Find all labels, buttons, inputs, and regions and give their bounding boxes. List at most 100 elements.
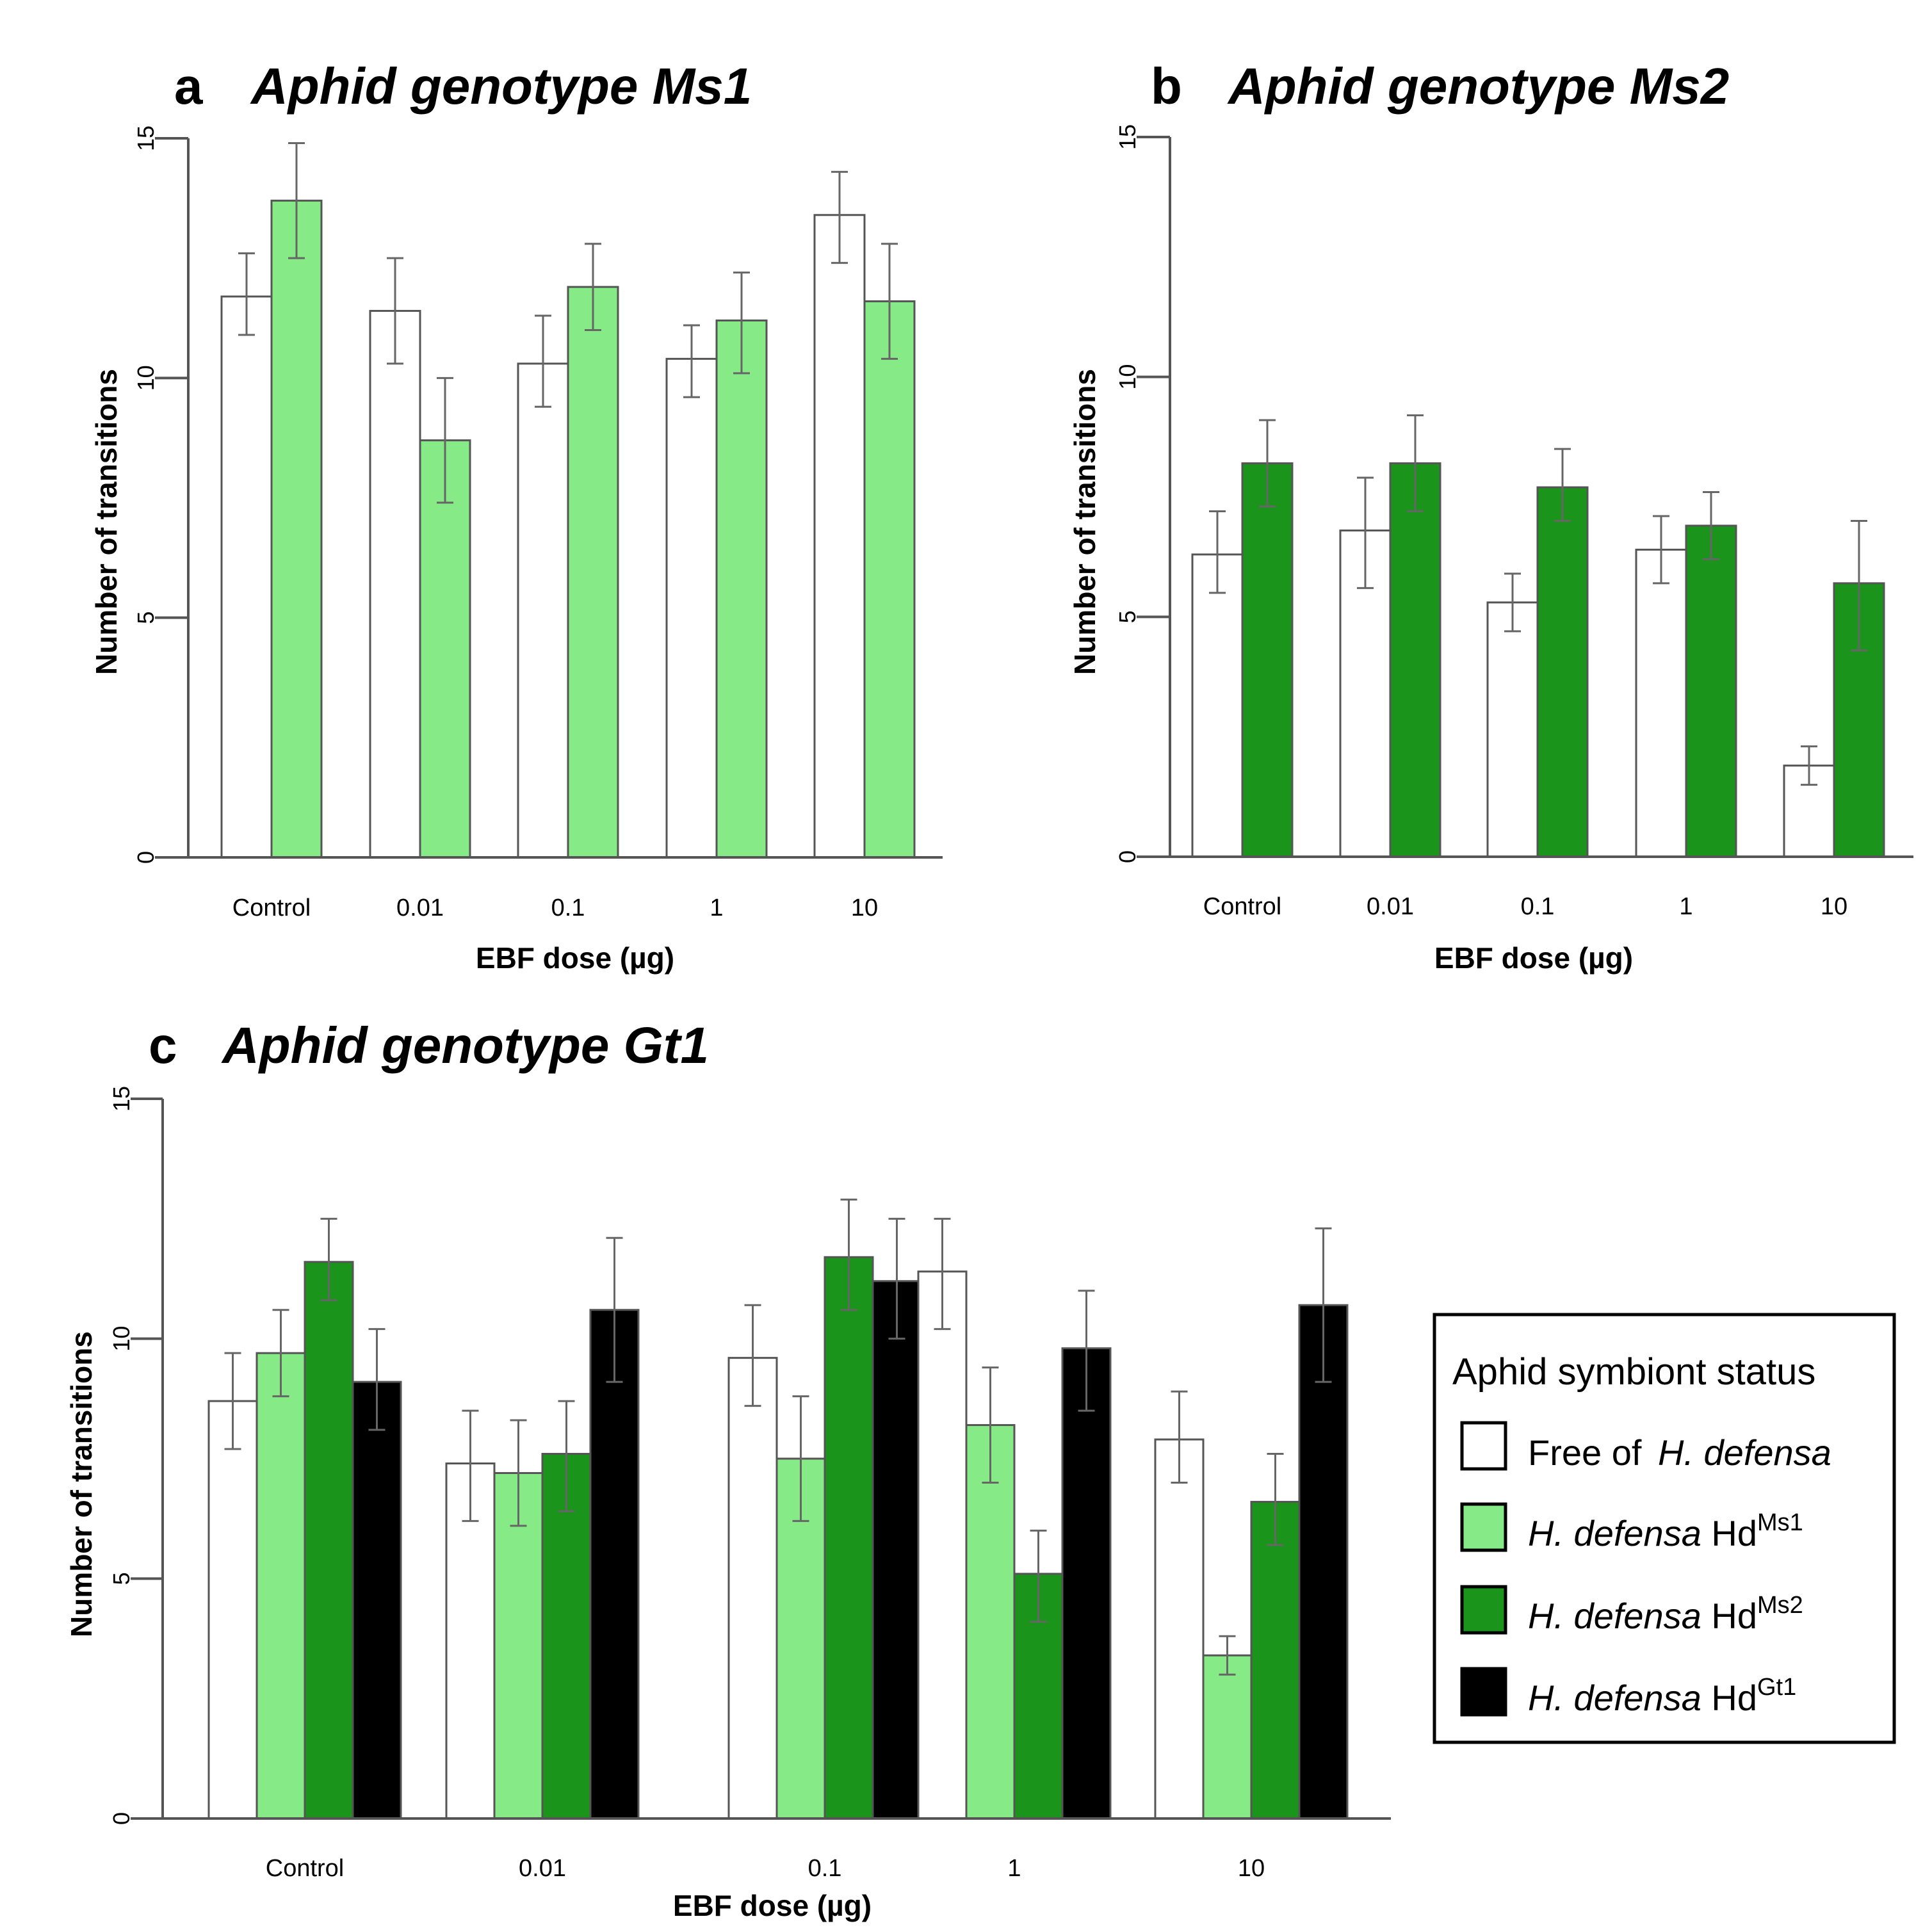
panel-a-x-tick-label-4: 10 bbox=[851, 895, 878, 921]
panel-b-error-bar-free-0 bbox=[1209, 510, 1226, 594]
panel-b-axes: 0 5 10 15 Control 0.01 0.1 1 10 bbox=[1114, 124, 1913, 920]
panel-a-error-bar-ms1-2 bbox=[585, 243, 601, 331]
legend-gt1-suffix: Hd bbox=[1701, 1678, 1757, 1718]
panel-b-bar-ms2-1 bbox=[1389, 462, 1441, 858]
panel-c-y-tick-label: 10 bbox=[108, 1326, 134, 1352]
panel-c-bar-ms2-4 bbox=[1250, 1500, 1301, 1820]
panel-c-error-bar-gt1-0 bbox=[368, 1328, 386, 1431]
legend-label-ms1: H. defensa HdMs1 bbox=[1528, 1509, 1803, 1553]
legend-swatch-ms1 bbox=[1460, 1502, 1507, 1552]
panel-b-error-bar-ms2-4 bbox=[1851, 519, 1867, 652]
panel-c-bar-ms1-4 bbox=[1202, 1654, 1253, 1820]
panel-c-x-tick-label-2: 0.1 bbox=[808, 1855, 842, 1882]
panel-b-x-tick-label-4: 10 bbox=[1821, 893, 1847, 920]
panel-a-x-axis-title: EBF dose (µg) bbox=[476, 941, 674, 975]
panel-c-error-bar-ms2-4 bbox=[1267, 1453, 1284, 1546]
panel-c-error-bar-ms2-3 bbox=[1030, 1529, 1047, 1623]
legend-title: Aphid symbiont status bbox=[1452, 1351, 1815, 1393]
panel-a-title: Aphid genotype Ms1 bbox=[250, 58, 752, 115]
panel-c-bar-ms2-2 bbox=[824, 1256, 874, 1820]
panel-a-error-bar-ms1-3 bbox=[733, 271, 750, 375]
panel-c-bar-free-0 bbox=[207, 1400, 258, 1820]
panel-c-error-bar-ms2-1 bbox=[558, 1400, 575, 1512]
legend-box bbox=[1433, 1313, 1896, 1744]
panel-c-error-bar-free-1 bbox=[462, 1409, 479, 1522]
panel-c-bar-ms1-3 bbox=[965, 1424, 1016, 1820]
legend-gt1-sup: Gt1 bbox=[1757, 1674, 1796, 1701]
legend-swatch-free bbox=[1460, 1421, 1507, 1471]
panel-a-y-tick-label: 15 bbox=[133, 126, 159, 151]
panel-a-x-tick-label-0: Control bbox=[232, 895, 311, 921]
panel-b-x-tick-label-2: 0.1 bbox=[1521, 893, 1555, 920]
panel-c-error-bar-ms1-2 bbox=[792, 1395, 809, 1522]
panel-b-x-tick-label-0: Control bbox=[1203, 893, 1282, 920]
panel-c-error-bar-gt1-2 bbox=[888, 1217, 905, 1340]
legend: Aphid symbiont status Free of H. defensa… bbox=[1433, 1313, 1896, 1744]
legend-ms1-suffix: Hd bbox=[1701, 1513, 1757, 1553]
panel-a-bar-ms1-4 bbox=[863, 300, 916, 859]
panel-c-y-tick-label: 5 bbox=[108, 1572, 134, 1585]
panel-b-bar-free-1 bbox=[1339, 529, 1392, 858]
panel-c-error-bar-gt1-4 bbox=[1315, 1227, 1332, 1383]
panel-c-bar-free-2 bbox=[727, 1357, 778, 1820]
panel-c-error-bar-free-3 bbox=[934, 1217, 951, 1331]
panel-a-bar-ms1-3 bbox=[715, 319, 768, 859]
panel-c-bar-ms2-1 bbox=[541, 1453, 592, 1820]
panel-b-bar-ms2-0 bbox=[1241, 462, 1294, 858]
panel-b-error-bar-free-4 bbox=[1801, 745, 1817, 786]
panel-c-bar-free-4 bbox=[1154, 1438, 1205, 1820]
panel-c-error-bar-ms2-0 bbox=[320, 1217, 337, 1302]
panel-c-error-bar-ms1-4 bbox=[1219, 1635, 1236, 1676]
panel-b-bar-free-0 bbox=[1191, 553, 1244, 858]
legend-gt1-italic: H. defensa bbox=[1528, 1678, 1701, 1718]
panel-a-bar-free-3 bbox=[665, 357, 718, 859]
legend-label-gt1: H. defensa HdGt1 bbox=[1528, 1674, 1796, 1718]
panel-b-error-bar-ms2-1 bbox=[1407, 414, 1424, 512]
panel-b-error-bar-free-1 bbox=[1357, 476, 1374, 589]
panel-c-error-bar-ms1-1 bbox=[510, 1419, 527, 1527]
panel-c-error-bar-ms1-0 bbox=[272, 1309, 289, 1398]
legend-ms1-italic: H. defensa bbox=[1528, 1513, 1701, 1553]
panel-a-bar-ms1-0 bbox=[270, 199, 323, 859]
panel-a-bar-ms1-1 bbox=[419, 439, 471, 859]
legend-ms2-italic: H. defensa bbox=[1528, 1596, 1701, 1636]
legend-ms2-suffix: Hd bbox=[1701, 1596, 1757, 1636]
panel-a-error-bar-ms1-0 bbox=[288, 142, 305, 259]
legend-swatch-ms2 bbox=[1460, 1585, 1507, 1635]
panel-a-bar-free-2 bbox=[517, 362, 569, 859]
panel-a-letter: a bbox=[174, 58, 203, 115]
panel-b-x-tick-label-1: 0.01 bbox=[1367, 893, 1414, 920]
panel-a-bars bbox=[220, 142, 916, 859]
panel-c-y-tick-label: 0 bbox=[108, 1812, 134, 1825]
legend-label-free: Free of H. defensa bbox=[1528, 1432, 1831, 1473]
panel-c-bar-gt1-3 bbox=[1061, 1347, 1112, 1820]
panel-a-x-tick-label-3: 1 bbox=[710, 895, 723, 921]
legend-swatch-gt1 bbox=[1460, 1667, 1507, 1717]
panel-c-bar-gt1-1 bbox=[589, 1309, 640, 1820]
panel-b: b Aphid genotype Ms2 0 5 10 15 Control 0.01 0.… bbox=[1068, 58, 1913, 975]
panel-a-error-bar-ms1-1 bbox=[437, 377, 453, 504]
panel-a-error-bar-free-2 bbox=[535, 314, 551, 408]
panel-b-y-tick-label: 0 bbox=[1114, 850, 1141, 863]
panel-c-x-tick-label-3: 1 bbox=[1007, 1855, 1021, 1882]
panel-a-error-bar-ms1-4 bbox=[881, 243, 898, 360]
panel-a-error-bar-free-4 bbox=[831, 170, 848, 264]
panel-c-bars bbox=[207, 1198, 1349, 1820]
panel-b-bar-ms2-3 bbox=[1685, 524, 1737, 858]
panel-c-title: Aphid genotype Gt1 bbox=[221, 1017, 709, 1074]
panel-a-error-bar-free-0 bbox=[238, 252, 255, 336]
panel-b-bar-ms2-2 bbox=[1536, 486, 1589, 858]
panel-c-bar-gt1-4 bbox=[1298, 1304, 1349, 1820]
panel-a-error-bar-free-1 bbox=[387, 257, 403, 365]
panel-a-y-tick-label: 0 bbox=[133, 851, 159, 864]
panel-b-bar-free-2 bbox=[1486, 601, 1539, 858]
panel-c-error-bar-gt1-1 bbox=[606, 1236, 623, 1383]
panel-b-bar-free-3 bbox=[1635, 548, 1687, 858]
panel-a-y-tick-label: 10 bbox=[133, 365, 159, 391]
panel-c-y-axis-title: Number of transitions bbox=[65, 1331, 98, 1637]
panel-c-bar-ms1-0 bbox=[256, 1352, 306, 1820]
panel-c-bar-ms2-0 bbox=[304, 1261, 354, 1820]
panel-a-y-tick-label: 5 bbox=[133, 612, 159, 624]
panel-a-bar-free-4 bbox=[813, 214, 866, 859]
